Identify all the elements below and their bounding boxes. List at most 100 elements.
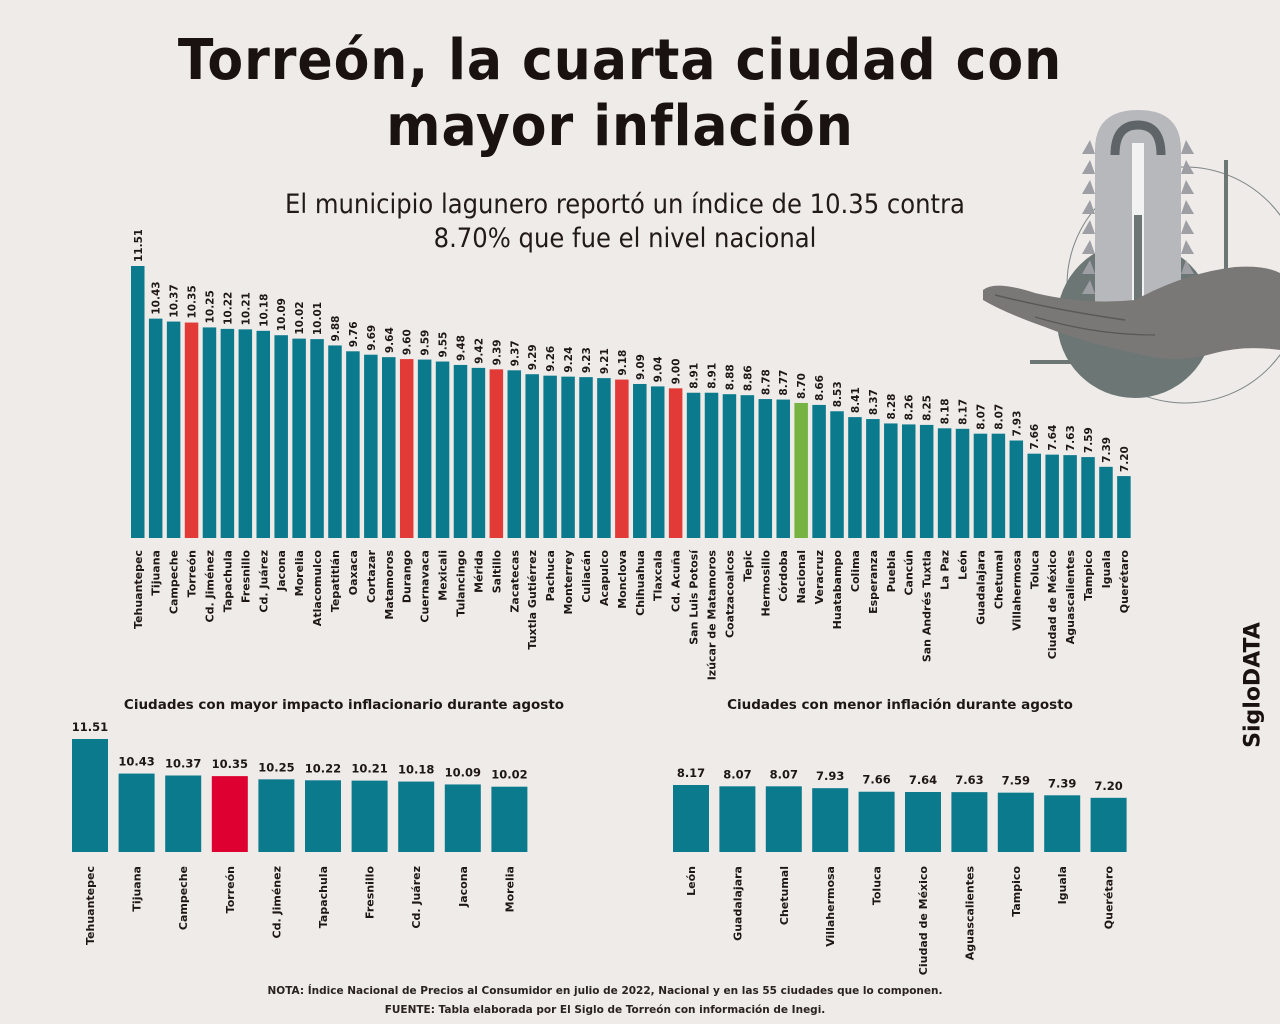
value-label-san-andres-tuxtla: 8.25 [922, 395, 934, 421]
value-label-durango: 9.60 [402, 329, 414, 355]
bar-aguascalientes [1063, 455, 1077, 538]
bar-san-andres-tuxtla [919, 424, 934, 538]
value-label-esperanza: 8.37 [868, 389, 880, 415]
bar-campeche [166, 321, 181, 538]
value-label-queretaro: 7.20 [1094, 779, 1122, 793]
value-label-queretaro: 7.20 [1119, 446, 1131, 472]
category-label-iguala: Iguala [1056, 866, 1069, 904]
hand-icon [983, 266, 1280, 359]
category-label-culiacan: Culiacán [580, 550, 593, 603]
value-label-tehuantepec: 11.51 [72, 720, 108, 734]
category-label-san-andres-tuxtla: San Andrés Tuxtla [921, 550, 934, 662]
category-label-chihuahua: Chihuahua [634, 550, 647, 616]
bar-oaxaca [346, 351, 360, 538]
value-label-morelia: 10.02 [294, 301, 306, 334]
category-label-queretaro: Querétaro [1103, 866, 1116, 930]
value-label-leon: 8.17 [958, 399, 970, 425]
value-label-toluca: 7.66 [862, 773, 890, 787]
chart-title: Ciudades con mayor impacto inflacionario… [124, 697, 564, 713]
value-label-oaxaca: 9.76 [348, 321, 360, 347]
bar-san-luis-potosi [686, 392, 701, 538]
category-label-tampico: Tampico [1010, 866, 1023, 917]
bar-tampico [997, 792, 1034, 852]
footer-source: FUENTE: Tabla elaborada por El Siglo de … [384, 1004, 826, 1016]
bar-acapulco [597, 378, 611, 538]
value-label-veracruz: 8.66 [814, 375, 826, 401]
bar-colima [848, 417, 862, 538]
value-label-guadalajara: 8.07 [975, 404, 987, 430]
category-label-iguala: Iguala [1100, 550, 1113, 588]
category-label-tepic: Tepic [741, 550, 754, 582]
value-label-ciudad-de-mexico: 7.64 [909, 773, 937, 787]
thermometer-arrow-icon [1082, 110, 1194, 305]
category-label-queretaro: Querétaro [1118, 550, 1131, 614]
value-label-pachuca: 9.26 [545, 346, 557, 372]
bar-queretaro [1090, 797, 1127, 852]
bar-morelia [292, 338, 306, 538]
bar-veracruz [812, 404, 826, 538]
value-label-atlacomulco: 10.01 [312, 302, 324, 335]
category-label-ciudad-de-mexico: Ciudad de México [917, 866, 930, 976]
bar-saltillo [489, 369, 504, 538]
bar-leon [673, 785, 709, 852]
category-label-cuernavaca: Cuernavaca [419, 550, 432, 623]
value-label-chetumal: 8.07 [770, 767, 798, 781]
title-line-1: Torreón, la cuarta ciudad con [177, 28, 1063, 93]
value-label-san-luis-potosi: 8.91 [689, 363, 701, 389]
bar-aguascalientes [951, 792, 988, 852]
bar-campeche [165, 775, 202, 852]
category-label-cd-jimenez: Cd. Jiménez [270, 866, 283, 938]
bar-jacona [274, 335, 288, 538]
value-label-puebla: 8.28 [886, 394, 898, 420]
bar-torreon [184, 322, 199, 538]
value-label-tehuantepec: 11.51 [133, 230, 145, 262]
bar-jacona [444, 784, 481, 852]
value-label-iguala: 7.39 [1048, 776, 1076, 790]
bar-morelia [491, 786, 528, 852]
value-label-guadalajara: 8.07 [723, 767, 751, 781]
bar-cd-jimenez [202, 327, 217, 538]
value-label-fresnillo: 10.21 [240, 292, 252, 325]
decor-vertical-bar [1224, 160, 1228, 270]
category-label-puebla: Puebla [885, 550, 898, 592]
bar-tuxtla-gutierrez [525, 374, 539, 538]
bar-toluca [858, 791, 895, 852]
value-label-campeche: 10.37 [169, 284, 181, 317]
bar-merida [471, 367, 486, 538]
value-label-chetumal: 8.07 [993, 404, 1005, 430]
bar-fresnillo [238, 329, 253, 538]
category-label-cancun: Cancún [903, 550, 916, 596]
category-label-tijuana: Tijuana [131, 866, 144, 912]
bar-tlaxcala [650, 386, 665, 538]
category-label-campeche: Campeche [168, 550, 181, 614]
bar-cordoba [776, 399, 790, 538]
bar-villahermosa [1009, 440, 1024, 538]
bar-tampico [1081, 457, 1095, 538]
bar-toluca [1027, 453, 1041, 538]
value-label-ciudad-de-mexico: 7.64 [1047, 425, 1059, 451]
value-label-hermosillo: 8.78 [760, 369, 772, 395]
value-label-matamoros: 9.64 [384, 327, 396, 353]
value-label-tijuana: 10.43 [151, 281, 163, 314]
category-label-cd-juarez: Cd. Juárez [257, 550, 270, 613]
bar-tapachula [305, 780, 341, 852]
category-label-veracruz: Veracruz [813, 550, 826, 604]
subtitle-line-2: 8.70% que fue el nivel nacional [433, 223, 817, 254]
category-label-cd-juarez: Cd. Juárez [410, 866, 423, 929]
value-label-morelia: 10.02 [491, 768, 527, 782]
category-label-campeche: Campeche [177, 866, 190, 930]
category-label-guadalajara: Guadalajara [974, 550, 987, 625]
category-label-merida: Mérida [472, 550, 485, 593]
bar-villahermosa [812, 788, 849, 852]
bar-torreon [211, 776, 248, 852]
bar-ciudad-de-mexico [905, 792, 941, 852]
category-label-tulancingo: Tulancingo [454, 550, 467, 617]
category-label-aguascalientes: Aguascalientes [1064, 550, 1077, 645]
category-label-aguascalientes: Aguascalientes [963, 866, 976, 961]
bar-nacional [794, 402, 808, 538]
bar-culiacan [579, 377, 593, 538]
bar-queretaro [1117, 476, 1131, 538]
bar-tijuana [118, 773, 155, 852]
value-label-acapulco: 9.21 [599, 348, 611, 374]
category-label-hermosillo: Hermosillo [759, 550, 772, 617]
